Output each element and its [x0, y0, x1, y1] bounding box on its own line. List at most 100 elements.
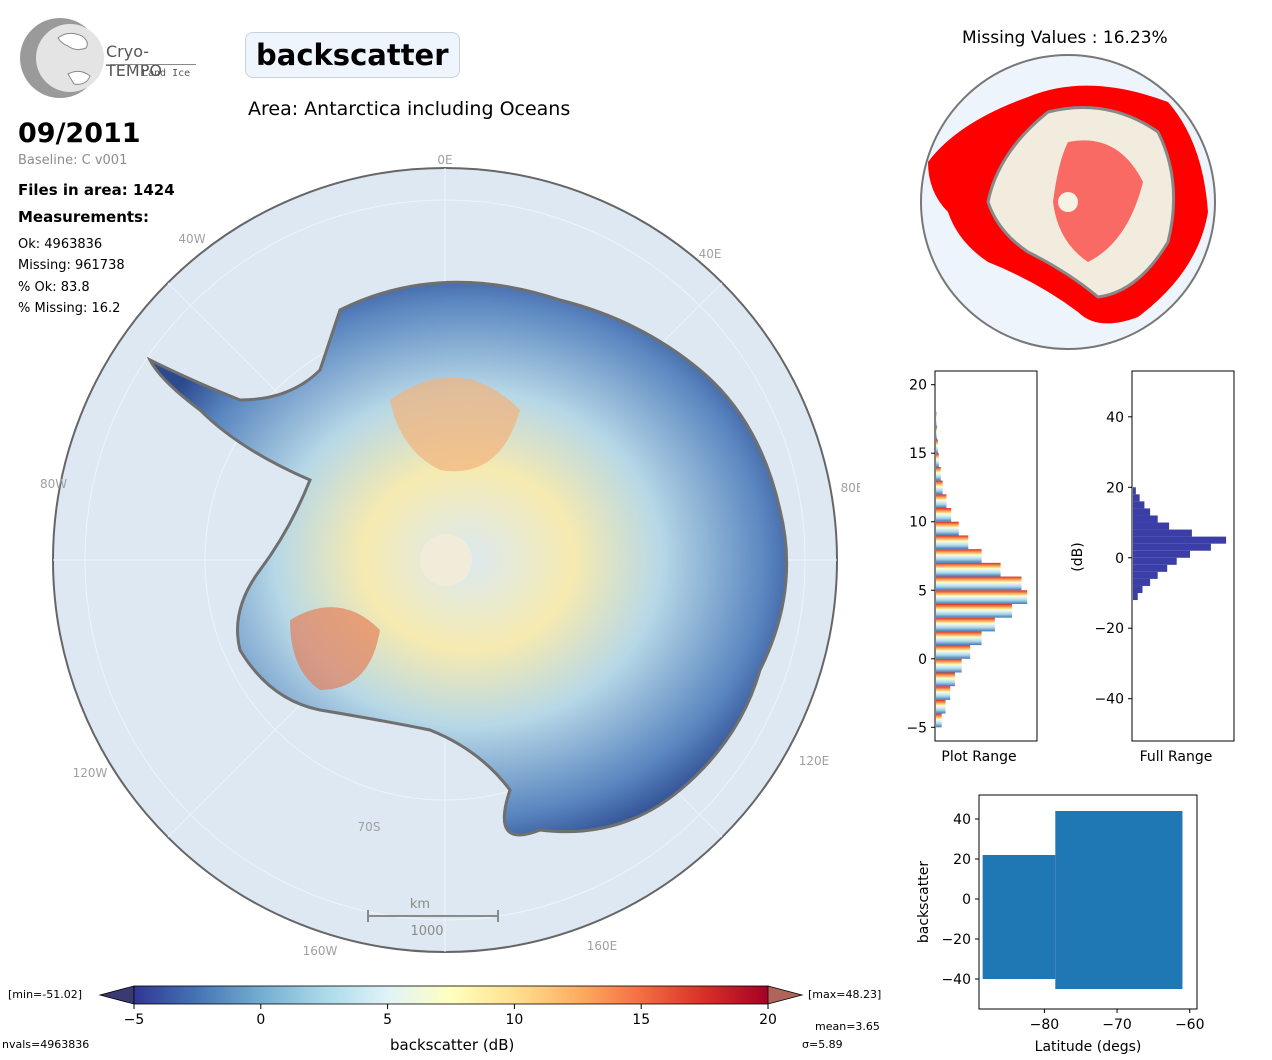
- y-tick-label: 20: [1106, 480, 1124, 496]
- colorbar-mean: mean=3.65: [815, 1020, 880, 1033]
- histogram-bar: [1133, 585, 1143, 593]
- colorbar-tick-label: 15: [632, 1012, 650, 1028]
- colorbar-max: [max=48.23]: [808, 988, 882, 1001]
- x-tick-label: −60: [1175, 1017, 1205, 1033]
- histogram-bar: [1133, 501, 1145, 509]
- y-tick-label: 40: [953, 812, 971, 828]
- y-tick-label: 40: [1106, 410, 1124, 426]
- grid-label-70s: 70S: [358, 820, 381, 834]
- histogram-bar: [936, 645, 971, 659]
- histogram-bar: [1133, 494, 1140, 502]
- grid-label-120w: 120W: [73, 766, 108, 780]
- y-tick-label: 0: [962, 892, 971, 908]
- histogram-bar: [936, 576, 1022, 591]
- x-tick-label: −80: [1030, 1017, 1060, 1033]
- measurements-title: Measurements:: [18, 208, 149, 226]
- histogram-bar: [936, 494, 947, 509]
- y-tick-label: 10: [909, 515, 927, 531]
- histogram-bar: [936, 466, 941, 481]
- histogram-bar: [1133, 508, 1151, 516]
- stat-missing: Missing: 961738: [18, 258, 125, 273]
- colorbar-tick-label: 10: [505, 1012, 523, 1028]
- full-range-ylabel: (dB): [1070, 542, 1086, 571]
- histogram-bar: [1133, 543, 1211, 551]
- logo-name: Cryo-TEMPO: [106, 42, 162, 80]
- full-range-histogram: −40 −20 0 20 40 (dB) Full Range: [1070, 370, 1235, 765]
- grid-label-40w: 40W: [178, 232, 205, 246]
- histogram-bar: [936, 617, 995, 632]
- missing-map: [920, 54, 1216, 350]
- histogram-bar: [936, 672, 955, 687]
- main-map: 0E 40E 80E 120E 160E 160W 120W 80W 40W 7…: [40, 153, 860, 958]
- y-tick-label: −40: [1094, 692, 1124, 708]
- histogram-bar: [936, 699, 946, 714]
- grid-label-160w: 160W: [303, 944, 338, 958]
- colorbar-gradient: [133, 985, 769, 1005]
- histogram-bar: [936, 631, 982, 646]
- y-tick-label: 15: [909, 446, 927, 462]
- scatter-ylabel: backscatter: [916, 861, 932, 943]
- logo-sub: Land Ice: [142, 68, 191, 79]
- colorbar-max-arrow: [767, 985, 804, 1005]
- scatter-point-cloud: [982, 855, 1056, 979]
- colorbar-label: backscatter (dB): [390, 1036, 515, 1054]
- histogram-bar: [1133, 522, 1170, 530]
- scatter-plot: −80 −70 −60 −40 −20 0 20 40 Latitude (degs) bac…: [916, 794, 1205, 1055]
- grid-label-40e: 40E: [699, 247, 722, 261]
- histogram-bar: [936, 603, 1012, 618]
- cryotempo-logo: Cryo-TEMPO Land Ice: [18, 16, 203, 100]
- grid-label-0e: 0E: [437, 153, 452, 167]
- stat-pct-ok: % Ok: 83.8: [18, 280, 90, 295]
- colorbar-tick-label: 20: [759, 1012, 777, 1028]
- histogram-bar: [936, 425, 937, 440]
- colorbar-min-arrow: [98, 985, 135, 1005]
- area-label: Area: Antarctica including Oceans: [248, 98, 571, 120]
- histogram-bar: [936, 562, 1001, 577]
- y-tick-label: 20: [953, 852, 971, 868]
- histogram-bar: [936, 535, 969, 550]
- histogram-bar: [936, 508, 952, 522]
- histogram-bar: [936, 439, 938, 454]
- files-count: Files in area: 1424: [18, 181, 175, 199]
- histogram-bar: [1133, 578, 1151, 586]
- colorbar-tick-label: −5: [124, 1012, 145, 1028]
- histogram-bar: [1133, 536, 1227, 544]
- colorbar-sigma: σ=5.89: [802, 1038, 843, 1051]
- y-tick-label: 0: [918, 652, 927, 668]
- histogram-bar: [936, 686, 951, 700]
- histogram-bar: [936, 521, 959, 536]
- histogram-bar: [1133, 515, 1158, 523]
- histogram-bar: [936, 713, 942, 728]
- y-tick-label: 5: [918, 583, 927, 599]
- logo-moon-icon: [20, 18, 104, 98]
- plot-range-histogram: −5 0 5 10 15 20 Plot Range: [906, 370, 1038, 765]
- histogram-bar: [936, 549, 982, 563]
- scatter-xlabel: Latitude (degs): [1035, 1039, 1142, 1055]
- scale-unit: km: [410, 897, 430, 912]
- page-title: backscatter: [245, 32, 460, 78]
- colorbar-tick-label: 5: [383, 1012, 392, 1028]
- grid-label-80w: 80W: [40, 477, 67, 491]
- date-label: 09/2011: [18, 118, 141, 149]
- histogram-bar: [1133, 564, 1168, 572]
- scatter-point-cloud: [1055, 811, 1183, 989]
- y-tick-label: −5: [906, 720, 927, 736]
- colorbar-nvals: nvals=4963836: [2, 1038, 90, 1051]
- histogram-bar: [936, 480, 943, 495]
- x-tick-label: −70: [1102, 1017, 1132, 1033]
- histogram-bar: [936, 658, 962, 673]
- stat-pct-missing: % Missing: 16.2: [18, 301, 121, 316]
- scale-value: 1000: [410, 924, 443, 939]
- stat-ok: Ok: 4963836: [18, 237, 103, 252]
- histogram-bar: [1133, 593, 1138, 601]
- missing-title: Missing Values : 16.23%: [962, 28, 1168, 48]
- colorbar-tick-label: 0: [256, 1012, 265, 1028]
- plot-range-label: Plot Range: [941, 749, 1016, 765]
- y-tick-label: 20: [909, 378, 927, 394]
- y-tick-label: −40: [941, 972, 971, 988]
- histogram-bar: [1133, 487, 1136, 495]
- colorbar: −5 0 5 10 15 20: [98, 985, 804, 1028]
- grid-label-160e: 160E: [587, 939, 618, 953]
- grid-label-80e: 80E: [841, 481, 860, 495]
- y-tick-label: −20: [1094, 621, 1124, 637]
